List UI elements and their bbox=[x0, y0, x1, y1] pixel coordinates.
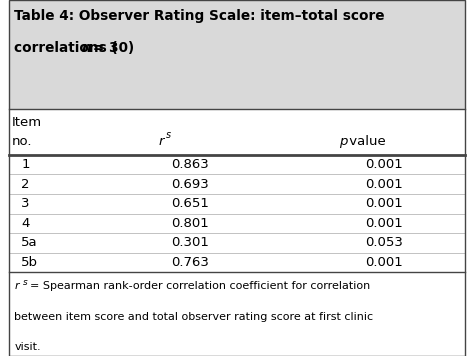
Text: Table 4: Observer Rating Scale: item–total score: Table 4: Observer Rating Scale: item–tot… bbox=[14, 9, 385, 23]
Text: 0.001: 0.001 bbox=[365, 197, 403, 210]
Text: Item: Item bbox=[12, 116, 42, 129]
Text: 0.801: 0.801 bbox=[171, 217, 209, 230]
Text: between item score and total observer rating score at first clinic: between item score and total observer ra… bbox=[14, 312, 374, 321]
Text: s: s bbox=[23, 278, 27, 287]
Text: 0.863: 0.863 bbox=[171, 158, 209, 171]
Text: 2: 2 bbox=[21, 178, 30, 191]
Text: 0.001: 0.001 bbox=[365, 158, 403, 171]
Text: 3: 3 bbox=[21, 197, 30, 210]
Text: 0.763: 0.763 bbox=[171, 256, 209, 269]
Text: correlations (: correlations ( bbox=[14, 41, 118, 55]
Text: s: s bbox=[166, 130, 172, 140]
Text: r: r bbox=[159, 135, 164, 148]
Text: 0.001: 0.001 bbox=[365, 217, 403, 230]
Text: 0.651: 0.651 bbox=[171, 197, 209, 210]
Text: 0.053: 0.053 bbox=[365, 236, 403, 250]
Text: 0.001: 0.001 bbox=[365, 178, 403, 191]
Text: 5a: 5a bbox=[21, 236, 38, 250]
Text: r: r bbox=[14, 281, 19, 291]
Text: 4: 4 bbox=[21, 217, 30, 230]
Text: no.: no. bbox=[12, 135, 32, 148]
Text: p: p bbox=[339, 135, 347, 148]
Bar bbox=[9, 0, 465, 109]
Text: = Spearman rank-order correlation coefficient for correlation: = Spearman rank-order correlation coeffi… bbox=[30, 281, 370, 291]
Text: 0.693: 0.693 bbox=[171, 178, 209, 191]
Text: = 30): = 30) bbox=[88, 41, 134, 55]
Text: n: n bbox=[82, 41, 92, 55]
Text: value: value bbox=[345, 135, 385, 148]
Text: 1: 1 bbox=[21, 158, 30, 171]
Text: 0.001: 0.001 bbox=[365, 256, 403, 269]
Bar bbox=[9, 109, 465, 356]
Text: visit.: visit. bbox=[14, 342, 41, 352]
Text: 0.301: 0.301 bbox=[171, 236, 209, 250]
Text: 5b: 5b bbox=[21, 256, 38, 269]
